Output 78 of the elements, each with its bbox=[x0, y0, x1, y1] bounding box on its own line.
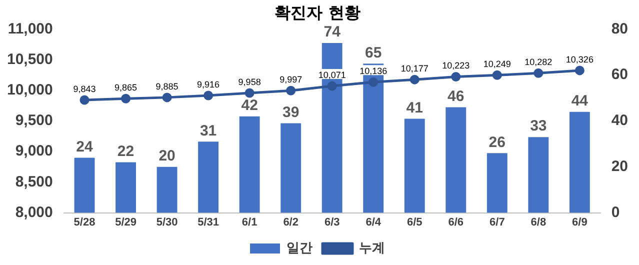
x-tick-label: 6/1 bbox=[242, 216, 258, 228]
data-label: 10,177 bbox=[400, 64, 428, 74]
bar bbox=[74, 158, 95, 213]
data-label: 10,071 bbox=[318, 70, 346, 80]
bar bbox=[404, 118, 425, 213]
bar bbox=[239, 116, 260, 213]
data-label: 9,885 bbox=[156, 81, 178, 92]
x-tick-label: 6/6 bbox=[448, 216, 464, 228]
data-label: 9,916 bbox=[197, 80, 220, 90]
x-tick-label: 6/8 bbox=[530, 216, 546, 228]
x-tick-label: 6/9 bbox=[572, 216, 588, 228]
bar bbox=[198, 142, 219, 213]
x-tick-label: 5/28 bbox=[74, 216, 96, 228]
point bbox=[286, 86, 296, 96]
data-label: 41 bbox=[406, 99, 423, 116]
legend-label: 누계 bbox=[359, 240, 385, 256]
x-tick-label: 6/7 bbox=[490, 216, 505, 228]
data-label: 9,843 bbox=[73, 84, 96, 94]
data-label: 9,865 bbox=[114, 82, 138, 93]
data-label: 24 bbox=[76, 138, 94, 156]
x-tick-label: 6/2 bbox=[283, 216, 298, 228]
point bbox=[368, 77, 378, 87]
y2-tick-label: 0 bbox=[611, 204, 620, 221]
data-label: 10,249 bbox=[483, 59, 511, 70]
data-label: 44 bbox=[571, 92, 589, 110]
y2-tick-label: 60 bbox=[611, 66, 628, 84]
point bbox=[204, 90, 214, 100]
chart-title: 확진자 현황 bbox=[274, 2, 360, 22]
point bbox=[574, 66, 584, 76]
bar bbox=[156, 166, 178, 213]
data-label: 31 bbox=[200, 122, 217, 140]
legend-label: 일간 bbox=[286, 240, 312, 256]
y-tick-label: 8,500 bbox=[15, 173, 53, 190]
bar bbox=[569, 112, 590, 213]
y-tick-label: 8,000 bbox=[15, 204, 53, 221]
point bbox=[244, 88, 254, 98]
data-label: 42 bbox=[241, 97, 258, 114]
x-tick-label: 5/31 bbox=[198, 216, 220, 228]
bar bbox=[446, 107, 466, 213]
x-tick-label: 6/4 bbox=[366, 216, 382, 228]
x-tick-label: 5/30 bbox=[156, 216, 178, 228]
y-tick-label: 9,000 bbox=[15, 142, 53, 160]
data-label: 46 bbox=[448, 88, 464, 105]
bar bbox=[528, 137, 549, 213]
data-label: 10,326 bbox=[566, 54, 594, 64]
point bbox=[162, 92, 172, 102]
point bbox=[410, 74, 420, 84]
data-label: 39 bbox=[282, 104, 300, 121]
y-tick-label: 10,500 bbox=[6, 50, 53, 68]
x-tick-label: 5/29 bbox=[115, 216, 136, 228]
point bbox=[327, 81, 337, 91]
point bbox=[80, 95, 90, 105]
data-label: 9,997 bbox=[280, 74, 302, 85]
y2-tick-label: 20 bbox=[611, 158, 628, 176]
bar bbox=[280, 123, 302, 213]
bar bbox=[486, 153, 508, 213]
data-label: 10,136 bbox=[360, 66, 388, 76]
data-label: 22 bbox=[117, 142, 134, 160]
y2-tick-label: 80 bbox=[611, 20, 628, 38]
bar bbox=[116, 162, 136, 213]
y2-tick-label: 40 bbox=[611, 112, 628, 130]
point bbox=[534, 68, 544, 78]
data-label: 65 bbox=[365, 44, 382, 62]
data-label: 10,223 bbox=[442, 60, 470, 71]
point bbox=[121, 94, 131, 104]
data-label: 33 bbox=[530, 118, 547, 135]
y-tick-label: 10,000 bbox=[6, 82, 53, 99]
point bbox=[492, 70, 502, 80]
x-tick-label: 6/5 bbox=[406, 216, 422, 228]
y-tick-label: 11,000 bbox=[8, 20, 53, 38]
data-label: 20 bbox=[158, 148, 176, 165]
y-tick-label: 9,500 bbox=[15, 112, 53, 130]
data-label: 10,282 bbox=[524, 57, 552, 68]
data-label: 26 bbox=[488, 134, 506, 151]
point bbox=[451, 72, 461, 82]
x-tick-label: 6/3 bbox=[324, 216, 340, 228]
data-label: 74 bbox=[324, 24, 342, 41]
data-label: 9,958 bbox=[238, 76, 261, 87]
